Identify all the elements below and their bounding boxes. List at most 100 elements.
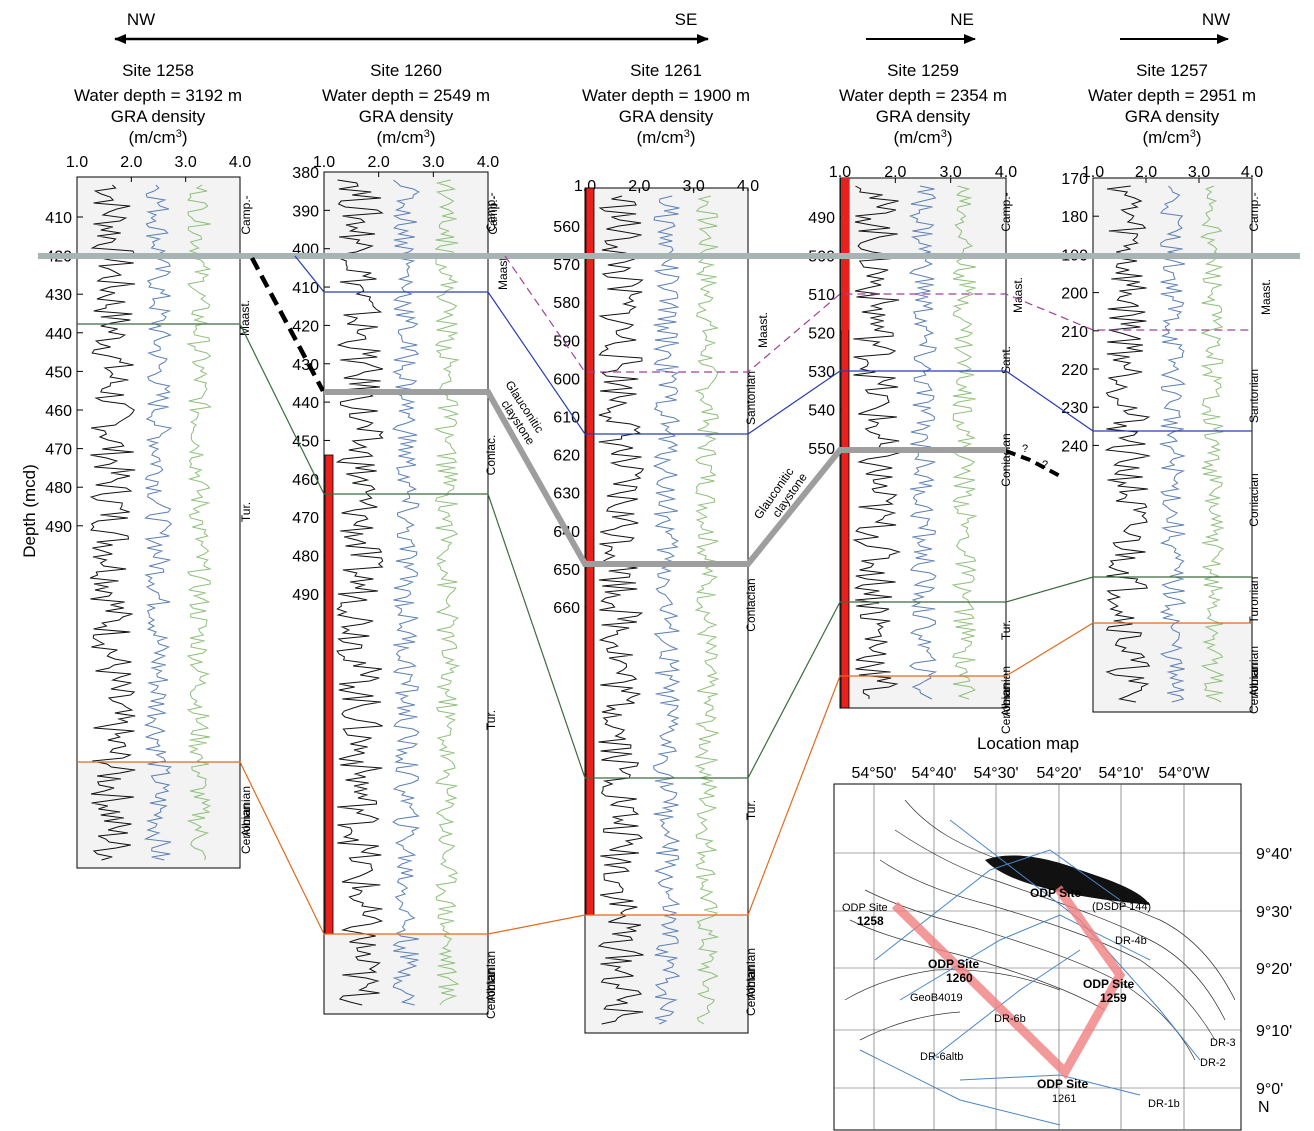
map-north-label: N bbox=[1258, 1099, 1270, 1116]
map-lat-label: 9°0' bbox=[1256, 1081, 1283, 1098]
direction-arrows: NW SE NE NW bbox=[114, 10, 1230, 44]
map-title: Location map bbox=[977, 734, 1079, 753]
depth-tick-label: 490 bbox=[292, 587, 319, 604]
x-tick-label: 4.0 bbox=[229, 154, 251, 171]
zone-label: Maast. bbox=[1259, 279, 1273, 315]
panel-s1258: 1.02.03.04.0410420430440450460470480490C… bbox=[45, 154, 253, 869]
x-tick-label: 1.0 bbox=[313, 154, 335, 171]
map-label-1261b: 1261 bbox=[1052, 1093, 1076, 1105]
x-tick-label: 4.0 bbox=[1241, 164, 1263, 181]
depth-tick-label: 480 bbox=[292, 549, 319, 566]
panel-frame bbox=[584, 187, 749, 1034]
unit-suffix: ) bbox=[947, 128, 953, 147]
unit-prefix: (m/cm bbox=[636, 128, 683, 147]
direction-se-label: SE bbox=[675, 10, 698, 29]
location-map: Location map 54°50' 54°40' 54°30' 54°20' 54°… bbox=[833, 734, 1292, 1131]
gra-density-label: GRA density bbox=[359, 107, 454, 126]
depth-tick-label: 410 bbox=[45, 210, 72, 227]
map-lat-label: 9°10' bbox=[1256, 1023, 1292, 1040]
depth-tick-label: 520 bbox=[808, 326, 835, 343]
map-label-dr2: DR-2 bbox=[1200, 1057, 1226, 1069]
site-name: Site 1258 bbox=[122, 61, 194, 80]
black-dashed-line-right bbox=[1005, 449, 1061, 478]
depth-tick-label: 220 bbox=[1061, 362, 1088, 379]
density-unit: (m/cm3) bbox=[376, 128, 435, 147]
map-label-1258a: ODP Site bbox=[842, 902, 888, 914]
depth-tick-label: 630 bbox=[553, 486, 580, 503]
zone-label: Albian bbox=[999, 683, 1013, 716]
x-tick-label: 3.0 bbox=[422, 154, 444, 171]
depth-tick-label: 470 bbox=[292, 510, 319, 527]
blue-correlation-line bbox=[294, 255, 1252, 435]
zone-label: Cenomanian bbox=[239, 786, 253, 854]
unit-prefix: (m/cm bbox=[376, 128, 423, 147]
depth-tick-label: 200 bbox=[1061, 286, 1088, 303]
depth-tick-label: 480 bbox=[45, 480, 72, 497]
map-labels: ODP Site 1258 ODP Site 1260 GeoB4019 DR-… bbox=[842, 886, 1236, 1110]
zone-label: Coniacian bbox=[1247, 473, 1261, 526]
unit-sup: 3 bbox=[424, 128, 430, 140]
zone-label: Albian bbox=[1247, 663, 1261, 696]
x-tick-label: 2.0 bbox=[120, 154, 142, 171]
density-trace-green bbox=[951, 185, 978, 700]
depth-tick-label: 650 bbox=[553, 562, 580, 579]
depth-tick-label: 450 bbox=[292, 433, 319, 450]
site-headers: Site 1258 Water depth = 3192 m GRA density… bbox=[74, 61, 1256, 147]
header-s1257: Site 1257 Water depth = 2951 m GRA density… bbox=[1088, 61, 1256, 147]
zone-label: Maast. bbox=[1011, 277, 1025, 313]
unit-suffix: ) bbox=[690, 128, 696, 147]
unit-sup: 3 bbox=[941, 128, 947, 140]
density-trace-black bbox=[89, 184, 136, 861]
panel-shade bbox=[1093, 623, 1252, 712]
header-s1259: Site 1259 Water depth = 2354 m GRA density… bbox=[839, 61, 1007, 147]
map-label-1259b: 1259 bbox=[1100, 991, 1127, 1005]
map-lat-label: 9°20' bbox=[1256, 961, 1292, 978]
x-tick-label: 1.0 bbox=[1082, 164, 1104, 181]
density-trace-black bbox=[1104, 185, 1151, 703]
zone-label: Turonian bbox=[1247, 577, 1261, 624]
density-trace-black bbox=[335, 179, 384, 1006]
x-tick-label: 4.0 bbox=[995, 164, 1017, 181]
site-name: Site 1259 bbox=[887, 61, 959, 80]
depth-tick-label: 420 bbox=[292, 318, 319, 335]
depth-tick-label: 390 bbox=[292, 203, 319, 220]
direction-nw2-label: NW bbox=[1202, 10, 1230, 29]
panel-frame bbox=[839, 177, 1007, 709]
zone-label: Coniacian bbox=[999, 433, 1013, 486]
unit-prefix: (m/cm bbox=[893, 128, 940, 147]
core-recovery-bar bbox=[324, 454, 334, 935]
map-shelf-black bbox=[985, 855, 1150, 905]
zone-label: Albian bbox=[744, 965, 758, 998]
gra-density-label: GRA density bbox=[1125, 107, 1220, 126]
depth-tick-label: 530 bbox=[808, 364, 835, 381]
x-tick-label: 2.0 bbox=[628, 178, 650, 195]
depth-tick-label: 490 bbox=[45, 519, 72, 536]
x-tick-label: 2.0 bbox=[1135, 164, 1157, 181]
panel-s1257: 1.02.03.04.0170180190200210220230240Camp… bbox=[1061, 164, 1273, 714]
density-trace-black bbox=[597, 195, 645, 1025]
map-transect-line bbox=[891, 885, 1126, 1080]
depth-tick-label: 490 bbox=[808, 210, 835, 227]
header-s1261: Site 1261 Water depth = 1900 m GRA density… bbox=[582, 61, 750, 147]
map-lon-label: 54°20' bbox=[1036, 765, 1081, 782]
x-tick-label: 3.0 bbox=[683, 178, 705, 195]
map-label-dr3: DR-3 bbox=[1210, 1037, 1236, 1049]
depth-tick-label: 380 bbox=[292, 165, 319, 182]
unit-sup: 3 bbox=[684, 128, 690, 140]
density-trace-green bbox=[694, 195, 720, 1025]
density-unit: (m/cm3) bbox=[128, 128, 187, 147]
density-trace-black bbox=[852, 185, 901, 699]
correlation-lines bbox=[38, 253, 1300, 935]
density-trace-green bbox=[433, 179, 461, 1006]
zone-label: Maast. bbox=[238, 300, 252, 336]
x-tick-label: 1.0 bbox=[66, 154, 88, 171]
depth-tick-label: 600 bbox=[553, 371, 580, 388]
zone-label: Santonian bbox=[744, 371, 758, 425]
header-s1260: Site 1260 Water depth = 2549 m GRA density… bbox=[322, 61, 490, 147]
question-mark-1: ? bbox=[1022, 443, 1028, 455]
black-dashed-line-left bbox=[250, 256, 325, 393]
depth-tick-label: 580 bbox=[553, 295, 580, 312]
map-label-1261a: ODP Site bbox=[1037, 1077, 1088, 1091]
zone-label: Tur. bbox=[744, 800, 758, 820]
depth-tick-label: 170 bbox=[1061, 171, 1088, 188]
